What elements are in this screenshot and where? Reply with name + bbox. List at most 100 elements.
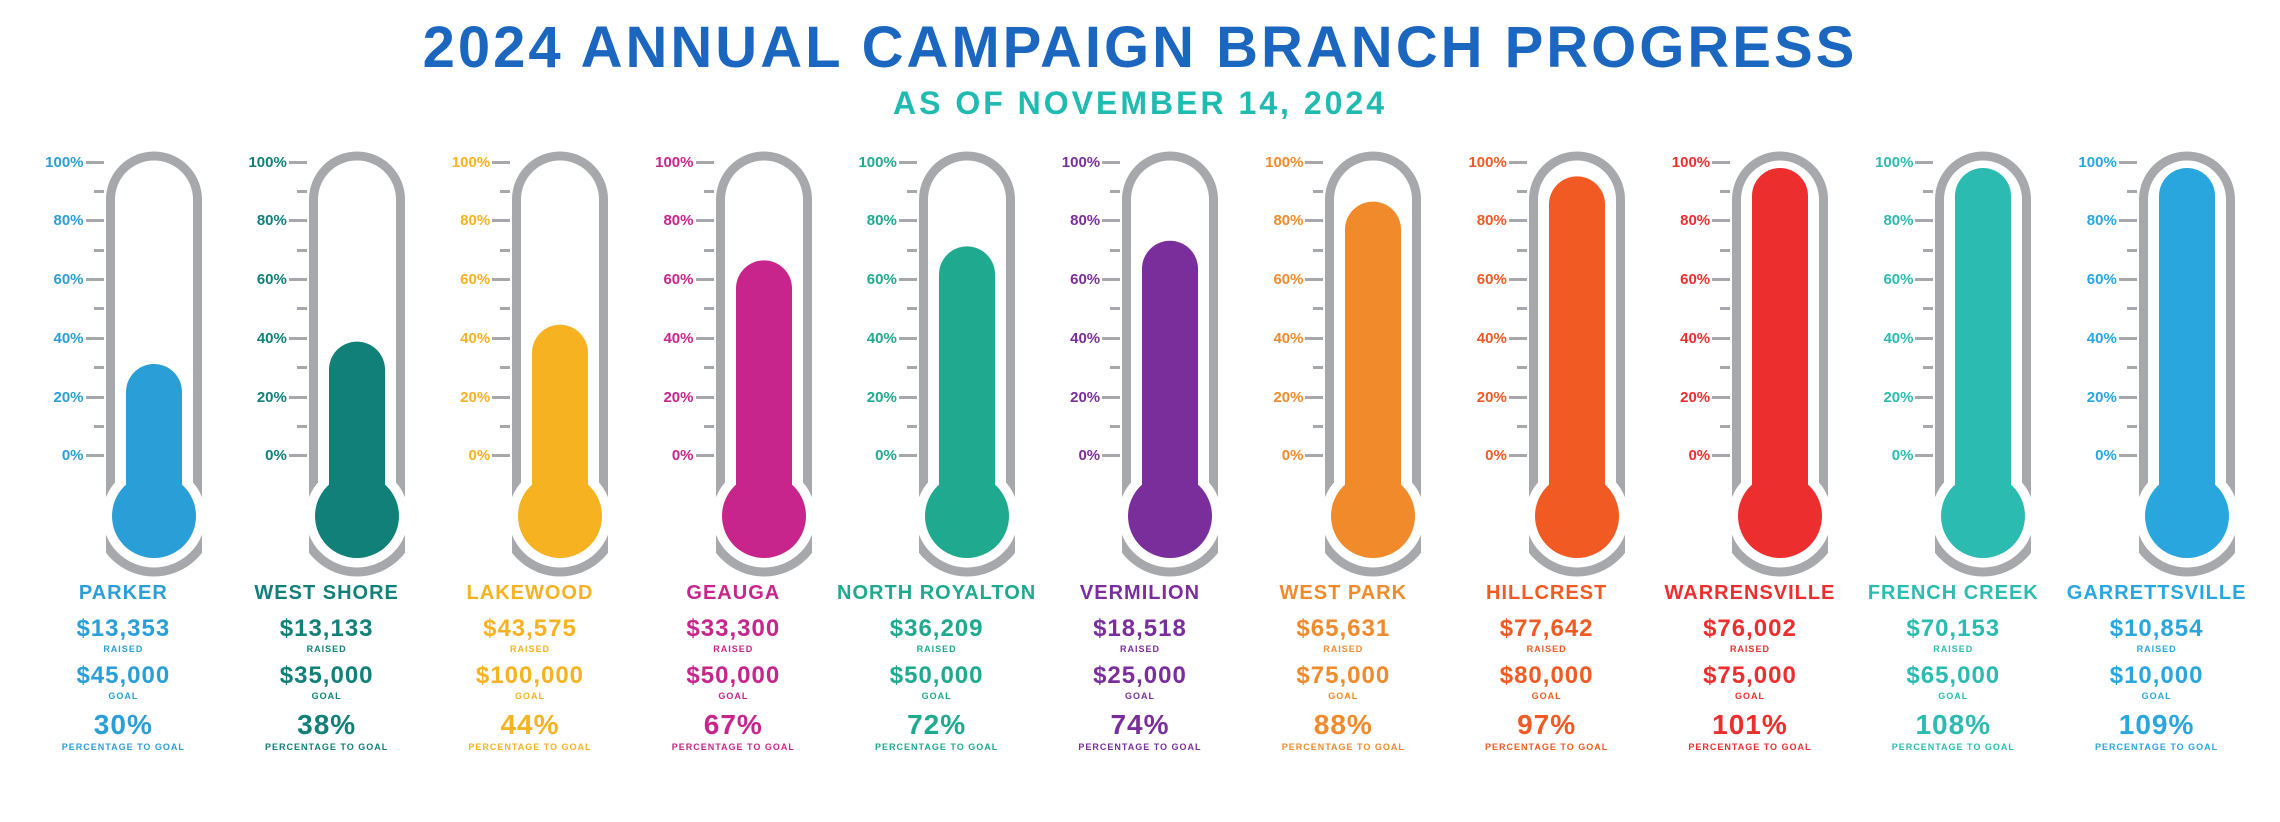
- branch-info: VERMILION$18,518RAISED$25,000GOAL74%PERC…: [1078, 582, 1201, 760]
- scale-tick-label: 0%: [672, 447, 694, 464]
- scale-tick-label: 0%: [62, 447, 84, 464]
- tick-line: [1915, 278, 1933, 281]
- scale-tick-label: 80%: [1477, 212, 1507, 229]
- thermometer: [1529, 146, 1625, 576]
- tick-line: [2119, 337, 2137, 340]
- goal-label: GOAL: [672, 691, 795, 701]
- tick-line: [696, 278, 714, 281]
- scale-tick-label: 40%: [1883, 330, 1913, 347]
- scale-tick-label: 0%: [1282, 447, 1304, 464]
- thermometer-icon: [512, 146, 608, 581]
- scale-tick-label: 20%: [1477, 389, 1507, 406]
- raised-amount: $70,153: [1868, 615, 2039, 643]
- tick-line: [1923, 249, 1933, 252]
- branch-info: NORTH ROYALTON$36,209RAISED$50,000GOAL72…: [837, 582, 1036, 760]
- tick-line: [1509, 337, 1527, 340]
- branch-info: WARRENSVILLE$76,002RAISED$75,000GOAL101%…: [1665, 582, 1836, 760]
- pct-label: PERCENTAGE TO GOAL: [1078, 742, 1201, 752]
- scale-tick-label: 60%: [1680, 271, 1710, 288]
- thermometer-gauge: 100%80%60%40%20%0%: [1265, 146, 1421, 576]
- tick-line: [899, 454, 917, 457]
- raised-amount: $13,353: [62, 615, 185, 643]
- tick-line: [1110, 190, 1120, 193]
- tick-line: [94, 307, 104, 310]
- thermometer: [716, 146, 812, 576]
- scale-tick-label: 20%: [867, 389, 897, 406]
- scale: 100%80%60%40%20%0%: [1265, 162, 1323, 456]
- tick-line: [94, 425, 104, 428]
- tick-line: [492, 454, 510, 457]
- scale-tick-label: 60%: [867, 271, 897, 288]
- pct-label: PERCENTAGE TO GOAL: [2067, 742, 2247, 752]
- scale-tick-label: 80%: [2087, 212, 2117, 229]
- tick-line: [1517, 249, 1527, 252]
- scale: 100%80%60%40%20%0%: [1468, 162, 1526, 456]
- branch-name: NORTH ROYALTON: [837, 582, 1036, 605]
- scale-tick-label: 100%: [452, 154, 490, 171]
- tick-line: [1110, 307, 1120, 310]
- thermometer-gauge: 100%80%60%40%20%0%: [1875, 146, 2031, 576]
- raised-amount: $10,854: [2067, 615, 2247, 643]
- pct-label: PERCENTAGE TO GOAL: [254, 742, 398, 752]
- tick-line: [1509, 219, 1527, 222]
- goal-label: GOAL: [62, 691, 185, 701]
- tick-line: [1915, 396, 1933, 399]
- tick-line: [500, 249, 510, 252]
- tick-line: [1517, 366, 1527, 369]
- tick-line: [1305, 219, 1323, 222]
- tick-line: [1712, 161, 1730, 164]
- scale-tick-label: 60%: [1477, 271, 1507, 288]
- thermometer-gauge: 100%80%60%40%20%0%: [1062, 146, 1218, 576]
- scale-tick-label: 40%: [663, 330, 693, 347]
- thermometer: [309, 146, 405, 576]
- goal-amount: $50,000: [672, 662, 795, 690]
- tick-line: [704, 425, 714, 428]
- tick-line: [704, 190, 714, 193]
- tick-line: [1110, 366, 1120, 369]
- scale-tick-label: 80%: [1883, 212, 1913, 229]
- raised-label: RAISED: [1078, 644, 1201, 654]
- branch-name: GARRETTSVILLE: [2067, 582, 2247, 605]
- branch-info: HILLCREST$77,642RAISED$80,000GOAL97%PERC…: [1485, 582, 1608, 760]
- tick-line: [297, 366, 307, 369]
- thermometer-gauge: 100%80%60%40%20%0%: [2078, 146, 2234, 576]
- branch-column: 100%80%60%40%20%0% LAKEWOOD$43,575RAISED…: [430, 146, 630, 760]
- tick-line: [289, 161, 307, 164]
- tick-line: [94, 366, 104, 369]
- scale-tick-label: 20%: [460, 389, 490, 406]
- tick-line: [1313, 307, 1323, 310]
- tick-line: [1517, 425, 1527, 428]
- tick-line: [1509, 396, 1527, 399]
- tick-line: [2127, 190, 2137, 193]
- tick-line: [907, 307, 917, 310]
- scale-tick-label: 0%: [265, 447, 287, 464]
- thermometer: [1122, 146, 1218, 576]
- thermometer-icon: [919, 146, 1015, 581]
- scale-tick-label: 40%: [1477, 330, 1507, 347]
- raised-label: RAISED: [1280, 644, 1408, 654]
- tick-line: [1915, 337, 1933, 340]
- branch-info: WEST PARK$65,631RAISED$75,000GOAL88%PERC…: [1280, 582, 1408, 760]
- tick-line: [907, 249, 917, 252]
- goal-amount: $65,000: [1868, 662, 2039, 690]
- thermometer: [1732, 146, 1828, 576]
- scale-tick-label: 40%: [2087, 330, 2117, 347]
- goal-amount: $75,000: [1280, 662, 1408, 690]
- thermometer-icon: [1529, 146, 1625, 581]
- tick-line: [2127, 249, 2137, 252]
- tick-line: [86, 396, 104, 399]
- scale: 100%80%60%40%20%0%: [452, 162, 510, 456]
- pct-label: PERCENTAGE TO GOAL: [1868, 742, 2039, 752]
- scale-tick-label: 40%: [53, 330, 83, 347]
- scale-tick-label: 100%: [1265, 154, 1303, 171]
- scale-tick-label: 60%: [1070, 271, 1100, 288]
- thermometer: [2139, 146, 2235, 576]
- branch-column: 100%80%60%40%20%0% GARRETTSVILLE$10,854R…: [2057, 146, 2257, 760]
- tick-line: [1110, 425, 1120, 428]
- pct-to-goal: 44%: [467, 709, 594, 741]
- tick-line: [2119, 278, 2137, 281]
- scale-tick-label: 80%: [1273, 212, 1303, 229]
- tick-line: [500, 425, 510, 428]
- scale-tick-label: 40%: [1680, 330, 1710, 347]
- tick-line: [1712, 337, 1730, 340]
